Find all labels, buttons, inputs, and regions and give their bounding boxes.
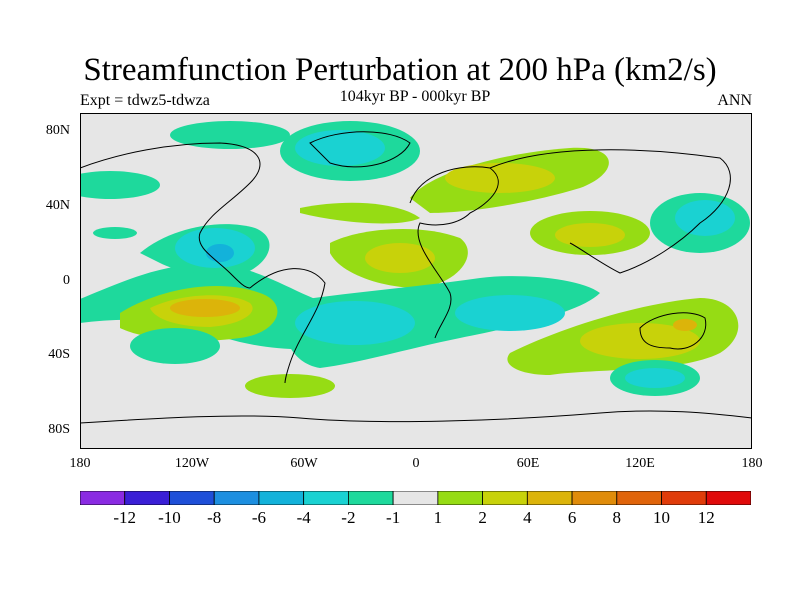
colorbar (80, 491, 751, 505)
colorbar-label: -12 (113, 508, 137, 527)
season-label: ANN (717, 92, 752, 109)
lon-label-0: 0 (412, 456, 420, 471)
coast-asia (489, 149, 731, 274)
colorbar-swatch (80, 491, 126, 505)
lat-label-eq: 0 (63, 273, 70, 288)
colorbar-swatch (392, 491, 439, 505)
lon-label-180w: 180 (69, 456, 91, 471)
fill-yellow-south-asia (555, 223, 625, 247)
colorbar-swatch (616, 491, 662, 505)
colorbar-swatch (213, 491, 260, 505)
lon-label-120e: 120E (625, 456, 655, 471)
coast-antarctica (80, 410, 752, 424)
fill-blue-central-america (206, 244, 234, 262)
fill-mint-arctic-west (170, 121, 290, 149)
coastlines (80, 131, 752, 424)
lon-label-60w: 60W (290, 456, 318, 471)
lon-label-60e: 60E (516, 456, 540, 471)
coast-europe-africa (409, 166, 499, 339)
fill-yellow-africa (365, 243, 435, 273)
fill-orange-pacific-south (170, 299, 240, 317)
colorbar-swatch (258, 491, 305, 505)
colorbar-label: -8 (207, 508, 222, 527)
colorbar-label: -10 (158, 508, 181, 527)
colorbar-label: 10 (653, 508, 671, 527)
colorbar-swatch (661, 491, 707, 505)
colorbar-swatch (124, 491, 170, 505)
fill-cyan-indian (455, 295, 565, 331)
fill-green-atlantic-north (300, 202, 420, 224)
colorbar-label: 1 (433, 508, 443, 527)
map-frame (80, 113, 752, 449)
lat-label-40s: 40S (48, 347, 70, 362)
fill-yellow-eurasia (445, 163, 555, 193)
colorbar-label: 12 (697, 508, 715, 527)
colorbar-label: 8 (612, 508, 622, 527)
colorbar-label: -4 (296, 508, 311, 527)
experiment-label: Expt = tdwz5-tdwza (80, 92, 210, 109)
colorbar-label: 6 (567, 508, 577, 527)
coast-north-america (80, 142, 261, 289)
colorbar-label: -6 (251, 508, 266, 527)
fill-cyan-south-atlantic (295, 301, 415, 345)
colorbar-swatch (347, 491, 394, 505)
lon-label-120w: 120W (174, 456, 210, 471)
fill-yellow-australia (580, 323, 700, 359)
fill-green-pacific-north-small (93, 227, 137, 239)
colorbar-label: 4 (523, 508, 532, 527)
lat-label-40n: 40N (45, 198, 70, 213)
colorbar-swatch (437, 491, 483, 505)
period-label: 104kyr BP - 000kyr BP (339, 88, 491, 105)
colorbar-swatch (526, 491, 573, 505)
fill-mint-south-pacific (130, 328, 220, 364)
colorbar-swatch (303, 491, 349, 505)
colorbar-label: -1 (386, 508, 401, 527)
colorbar-swatch (482, 491, 528, 505)
fill-orange-australia (673, 319, 697, 331)
fill-cyan-south-indian (625, 368, 685, 388)
streamfunction-map (80, 113, 752, 449)
coast-greenland (309, 131, 411, 168)
contour-fills (80, 121, 750, 398)
chart-title: Streamfunction Perturbation at 200 hPa (… (83, 52, 717, 88)
lat-label-80s: 80S (48, 422, 70, 437)
lat-label-80n: 80N (45, 123, 70, 138)
fill-mint-north-pacific (80, 171, 160, 199)
colorbar-label: -2 (341, 508, 356, 527)
lon-label-180e: 180 (741, 456, 763, 471)
coast-australia (639, 312, 707, 350)
colorbar-label: 2 (478, 508, 487, 527)
fill-green-drake (245, 374, 335, 398)
colorbar-swatch (705, 491, 751, 505)
coast-south-america (249, 268, 326, 384)
fill-cyan-greenland (295, 130, 385, 166)
fill-cyan-japan (675, 200, 735, 236)
colorbar-swatch (169, 491, 215, 505)
colorbar-swatch (571, 491, 618, 505)
